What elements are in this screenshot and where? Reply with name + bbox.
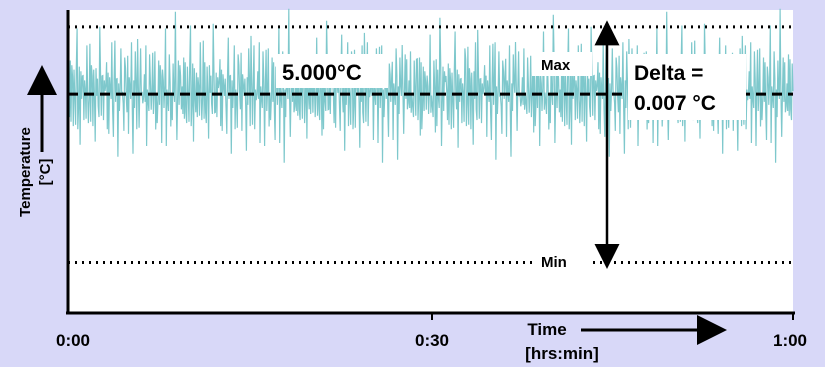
min-label-bg	[532, 250, 592, 272]
delta-label-line1: Delta =	[634, 62, 703, 85]
y-axis-label: Temperature [°C]	[17, 127, 54, 217]
delta-label-bg	[628, 54, 746, 120]
max-label: Max	[541, 57, 571, 74]
nominal-label: 5.000°C	[282, 60, 362, 85]
y-axis-label-line2: [°C]	[37, 159, 54, 186]
y-axis-label-line1: Temperature	[17, 127, 34, 217]
x-tick-label-1: 0:30	[415, 331, 449, 350]
x-axis-label-line1: Time	[527, 320, 566, 339]
nominal-label-bg	[276, 54, 388, 88]
min-label: Min	[541, 254, 567, 271]
x-tick-label-0: 0:00	[56, 331, 90, 350]
delta-label-line2: 0.007 °C	[634, 92, 716, 115]
x-axis-label-line2: [hrs:min]	[525, 344, 599, 363]
max-label-bg	[532, 52, 592, 76]
x-tick-label-2: 1:00	[773, 331, 807, 350]
